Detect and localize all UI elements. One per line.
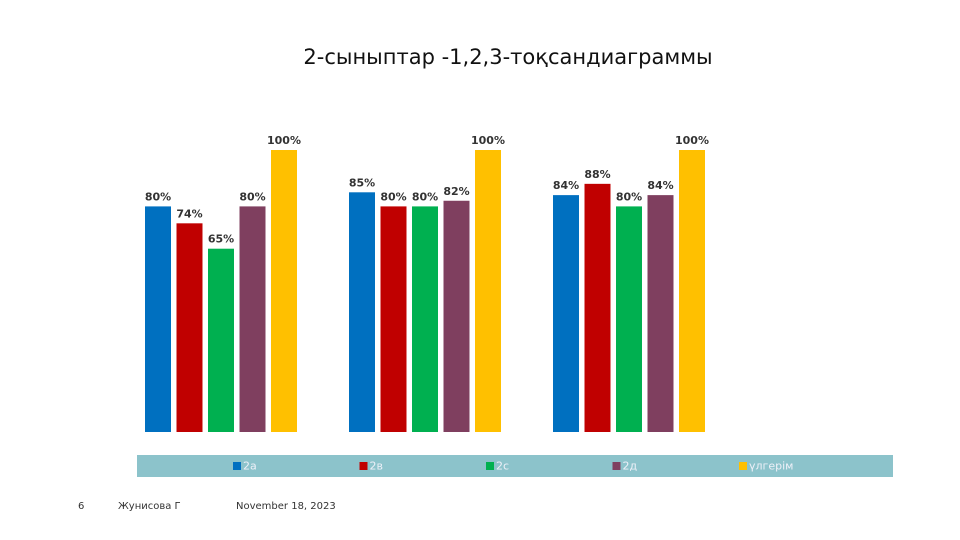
bar <box>176 223 203 432</box>
legend-swatch <box>359 462 368 470</box>
legend-swatch <box>739 462 747 470</box>
data-label: 85% <box>349 176 375 189</box>
bar <box>349 192 375 432</box>
bar <box>145 206 171 432</box>
bar <box>475 150 501 432</box>
legend-swatch <box>486 462 494 470</box>
legend-label: 2в <box>370 460 383 473</box>
bar <box>271 150 297 432</box>
data-label: 84% <box>647 179 673 192</box>
legend-label: үлгерім <box>749 460 793 473</box>
legend-swatch <box>233 462 241 470</box>
legend-label: 2а <box>243 460 257 473</box>
page-number: 6 <box>78 501 85 512</box>
data-label: 100% <box>267 134 301 147</box>
data-label: 84% <box>553 179 579 192</box>
data-label: 65% <box>208 233 234 246</box>
legend-label: 2с <box>496 460 509 473</box>
bar <box>679 150 705 432</box>
data-label: 88% <box>584 168 610 181</box>
bar <box>208 248 234 432</box>
data-label: 80% <box>616 190 642 203</box>
data-label: 80% <box>239 190 265 203</box>
data-label: 74% <box>176 207 202 220</box>
bar <box>443 200 470 432</box>
legend-box <box>137 455 893 477</box>
data-label: 80% <box>380 190 406 203</box>
data-label: 82% <box>443 185 469 198</box>
data-label: 80% <box>145 190 171 203</box>
bar <box>616 206 642 432</box>
bar <box>239 206 266 432</box>
bar <box>553 195 579 432</box>
date: November 18, 2023 <box>236 501 336 512</box>
bar <box>380 206 407 432</box>
legend-label: 2д <box>623 460 638 473</box>
data-label: 80% <box>412 190 438 203</box>
chart-title: 2-сыныптар -1,2,3-тоқсандиаграммы <box>303 45 712 69</box>
data-label: 100% <box>471 134 505 147</box>
bar <box>412 206 438 432</box>
author: Жунисова Г <box>118 501 181 512</box>
legend-swatch <box>612 462 621 470</box>
data-label: 100% <box>675 134 709 147</box>
bar <box>647 195 674 432</box>
bar <box>584 183 611 432</box>
